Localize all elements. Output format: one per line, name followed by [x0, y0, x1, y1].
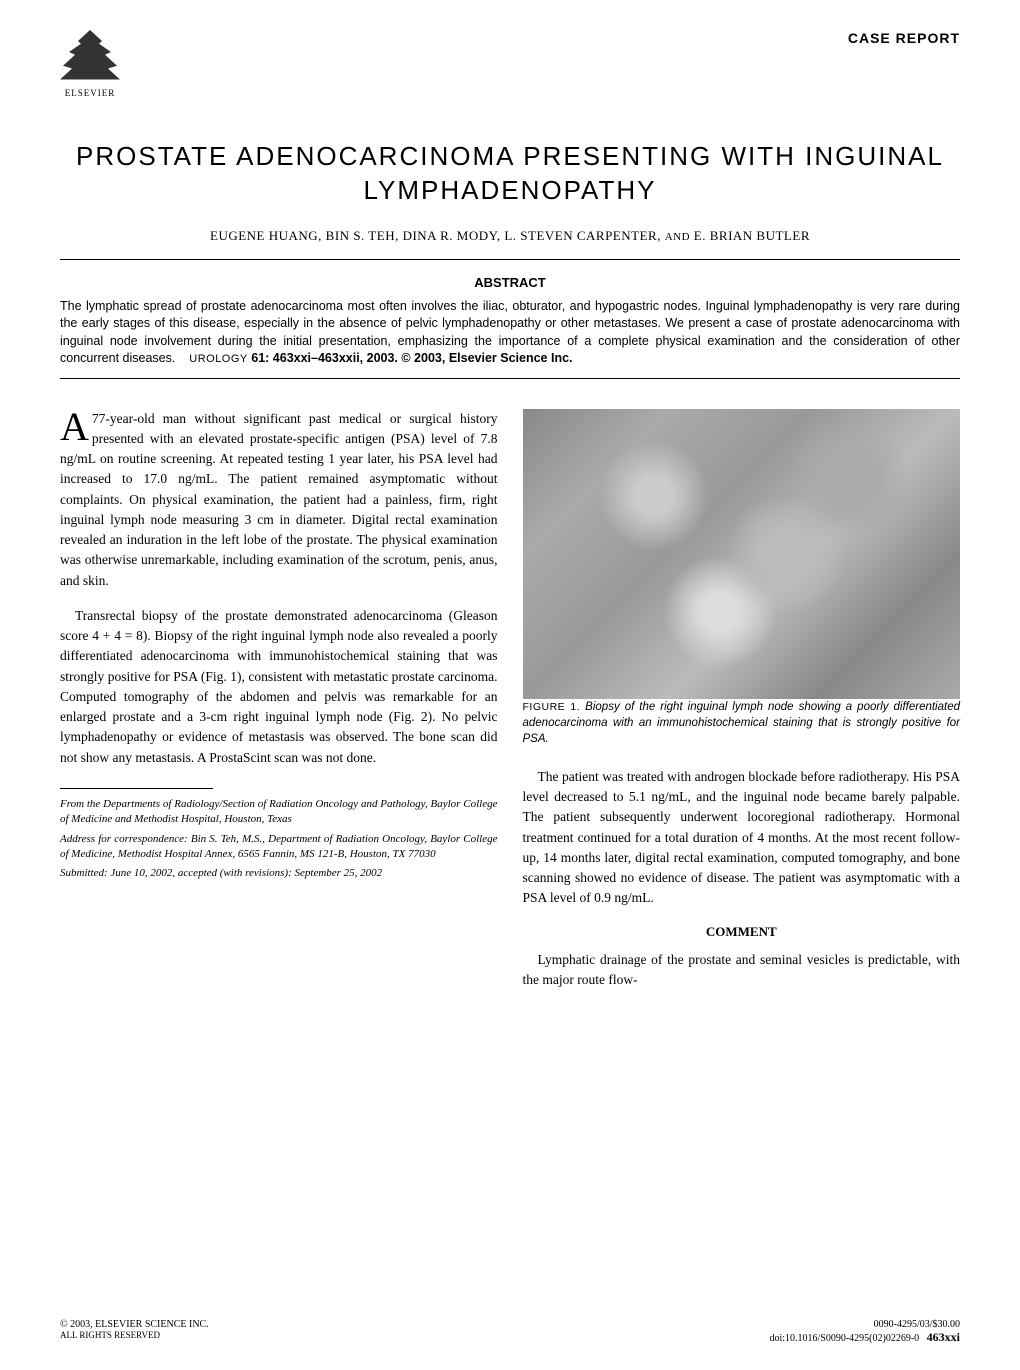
left-column: A77-year-old man without significant pas…: [60, 409, 498, 991]
figure-1-caption-text: Biopsy of the right inguinal lymph node …: [523, 701, 961, 745]
doi-text: doi:10.1016/S0090-4295(02)02269-0: [769, 1333, 919, 1344]
bottom-divider: [60, 378, 960, 379]
rights-line: ALL RIGHTS RESERVED: [60, 1330, 209, 1340]
top-divider: [60, 259, 960, 260]
publisher-logo: ELSEVIER: [60, 30, 120, 100]
issn-line: 0090-4295/03/$30.00: [769, 1319, 960, 1330]
right-column: FIGURE 1. Biopsy of the right inguinal l…: [523, 409, 961, 991]
footnote-submitted: Submitted: June 10, 2002, accepted (with…: [60, 866, 498, 881]
publisher-name: ELSEVIER: [60, 88, 120, 98]
figure-1-image: [523, 409, 961, 699]
paragraph-1: A77-year-old man without significant pas…: [60, 409, 498, 591]
figure-1: FIGURE 1. Biopsy of the right inguinal l…: [523, 409, 961, 747]
paragraph-3: The patient was treated with androgen bl…: [523, 767, 961, 909]
footnote-divider: [60, 788, 213, 789]
footer-right: 0090-4295/03/$30.00 doi:10.1016/S0090-42…: [769, 1319, 960, 1345]
author-names: EUGENE HUANG, BIN S. TEH, DINA R. MODY, …: [210, 228, 661, 243]
citation: 61: 463xxi–463xxii, 2003. © 2003, Elsevi…: [251, 351, 572, 365]
copyright-text: © 2003, ELSEVIER SCIENCE INC.: [60, 1319, 209, 1330]
elsevier-tree-icon: [60, 30, 120, 85]
para1-text: 77-year-old man without significant past…: [60, 411, 498, 588]
paragraph-2: Transrectal biopsy of the prostate demon…: [60, 606, 498, 768]
doi-line: doi:10.1016/S0090-4295(02)02269-0 463xxi: [769, 1330, 960, 1345]
header-row: ELSEVIER CASE REPORT: [60, 30, 960, 100]
figure-1-label: FIGURE 1.: [523, 701, 581, 713]
footer-left: © 2003, ELSEVIER SCIENCE INC. ALL RIGHTS…: [60, 1319, 209, 1345]
copyright-line: © 2003, ELSEVIER SCIENCE INC.: [60, 1319, 209, 1330]
abstract-heading: ABSTRACT: [60, 275, 960, 290]
page-number: 463xxi: [927, 1330, 960, 1344]
authors-line: EUGENE HUANG, BIN S. TEH, DINA R. MODY, …: [60, 228, 960, 244]
abstract-text: The lymphatic spread of prostate adenoca…: [60, 298, 960, 368]
article-title: PROSTATE ADENOCARCINOMA PRESENTING WITH …: [60, 140, 960, 208]
footnote-affiliation: From the Departments of Radiology/Sectio…: [60, 797, 498, 828]
two-column-layout: A77-year-old man without significant pas…: [60, 409, 960, 991]
author-last: E. BRIAN BUTLER: [694, 228, 810, 243]
page-footer: © 2003, ELSEVIER SCIENCE INC. ALL RIGHTS…: [60, 1319, 960, 1345]
dropcap: A: [60, 409, 92, 444]
authors-and: AND: [665, 231, 690, 243]
paragraph-4: Lymphatic drainage of the prostate and s…: [523, 950, 961, 991]
article-type: CASE REPORT: [848, 30, 960, 46]
comment-heading: COMMENT: [523, 924, 961, 940]
footnote-correspondence: Address for correspondence: Bin S. Teh, …: [60, 832, 498, 863]
figure-1-caption: FIGURE 1. Biopsy of the right inguinal l…: [523, 699, 961, 747]
journal-name: UROLOGY: [189, 353, 248, 365]
